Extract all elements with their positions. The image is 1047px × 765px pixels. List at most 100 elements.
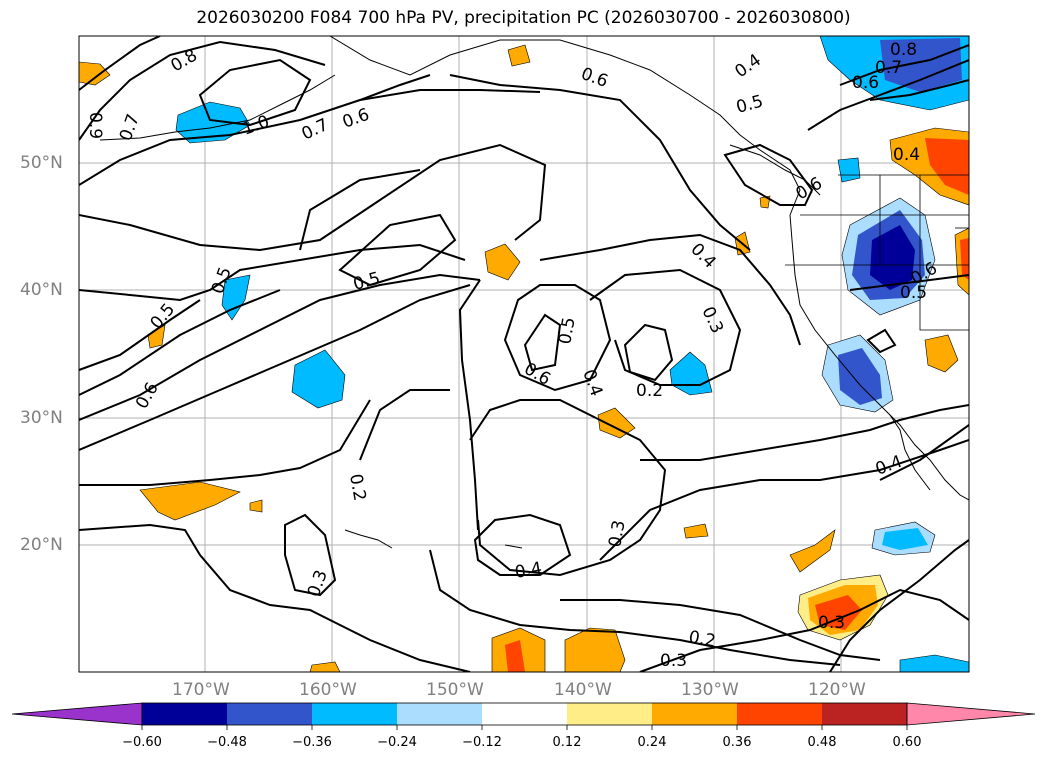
colorbar-tick-label: 0.60	[892, 735, 922, 750]
colorbar-swatch	[822, 703, 907, 725]
pos-anomaly-small-3	[484, 243, 521, 281]
neg-anomaly-small-3	[837, 157, 861, 183]
contour-nw-3	[79, 74, 431, 186]
neg-anomaly-california-core	[838, 348, 882, 405]
contour-ne-2	[839, 44, 969, 86]
contour-label: 0.2	[345, 472, 369, 502]
colorbar-swatch	[312, 703, 397, 725]
contour-label: 0.4	[893, 145, 920, 165]
colorbar-swatch	[227, 703, 312, 725]
coast-small-1	[504, 544, 523, 549]
contour-nw-ring	[198, 58, 312, 127]
lat-label-20n: 20°N	[20, 535, 63, 555]
colorbar-swatch	[652, 703, 737, 725]
colorbar-swatch	[397, 703, 482, 725]
contour-label: 0.8	[890, 40, 917, 60]
contour-02	[623, 323, 674, 382]
contour-03-ring	[284, 513, 337, 597]
coast-islands	[344, 529, 393, 549]
lat-label-30n: 30°N	[20, 408, 63, 428]
political-borders	[785, 174, 969, 331]
pos-anomaly-small-4	[507, 44, 531, 67]
coast-baja	[889, 414, 931, 491]
contour-ne-1	[807, 59, 969, 131]
contour-label: 0.3	[605, 519, 629, 549]
contour-bottom-02	[359, 389, 450, 461]
contour-03-southeast	[639, 588, 969, 672]
lon-label-150w: 150°W	[426, 680, 484, 700]
contour-04-a	[539, 233, 801, 346]
lon-label-170w: 170°W	[172, 680, 230, 700]
lon-label-160w: 160°W	[299, 680, 357, 700]
contour-06-a	[79, 299, 201, 371]
pos-anomaly-small-7	[683, 523, 709, 539]
contour-06-c	[79, 273, 481, 421]
contour-ne-3	[869, 79, 969, 101]
contour-label: 0.6	[852, 73, 879, 93]
colorbar-swatch	[142, 703, 227, 725]
contour-label: 0.3	[660, 651, 687, 671]
coast-na-west	[789, 214, 969, 501]
contour-label: 0.7	[875, 58, 902, 78]
neg-anomaly-oregon-core	[870, 225, 915, 290]
lat-label-40n: 40°N	[20, 280, 63, 300]
pos-anomaly-south-2-core	[505, 640, 525, 672]
contour-06-d	[79, 284, 471, 451]
neg-anomaly-small-1	[221, 274, 251, 321]
colorbar-tick-label: −0.12	[462, 735, 502, 750]
contour-bottom-big	[79, 399, 371, 486]
colorbar-tick-label: −0.48	[207, 735, 247, 750]
coast-aleutians	[99, 74, 336, 141]
lon-label-120w: 120°W	[808, 680, 866, 700]
contour-label: 0.2	[636, 381, 663, 401]
contour-ne-ring	[723, 143, 814, 206]
colorbar-swatch	[567, 703, 652, 725]
contour-center	[458, 279, 481, 531]
lon-label-130w: 130°W	[681, 680, 739, 700]
contour-04-se	[879, 424, 969, 481]
contour-05-east	[849, 274, 969, 291]
colorbar-tick-label: −0.36	[292, 735, 332, 750]
lon-label-140w: 140°W	[554, 680, 612, 700]
pv-contours	[79, 36, 969, 672]
pos-anomaly-hawaii-west	[139, 481, 241, 521]
contour-04-ring	[473, 513, 572, 576]
neg-anomaly-sw-corner	[899, 654, 969, 672]
contour-03-bottom	[79, 523, 471, 672]
map-title: 2026030200 F084 700 hPa PV, precipitatio…	[196, 8, 851, 28]
pos-anomaly-sw-us	[924, 334, 959, 373]
contour-right-ring	[866, 328, 897, 354]
neg-anomaly-baja-south-core	[882, 528, 928, 550]
pos-anomaly-mexico-coast-core	[815, 595, 862, 630]
contour-nw-1	[79, 36, 161, 91]
colorbar-min-arrow	[11, 702, 143, 726]
colorbar-tick-label: −0.24	[377, 735, 417, 750]
colorbar-tick-label: 0.48	[807, 735, 837, 750]
contour-label: 0.3	[818, 613, 845, 633]
colorbar-tick-label: 0.36	[722, 735, 752, 750]
neg-anomaly-ne-core	[880, 38, 962, 92]
contour-label: 0.4	[513, 559, 543, 583]
contour-06-b	[79, 289, 281, 396]
coastlines	[99, 36, 969, 549]
contour-05-inner	[338, 213, 457, 287]
contour-mid-s	[469, 399, 667, 577]
contour-se-edge	[829, 539, 969, 672]
colorbar-swatch	[482, 703, 567, 725]
colorbar-tick-label: 0.24	[637, 735, 667, 750]
contour-04-east	[640, 404, 969, 461]
contour-label: 0.2	[687, 627, 717, 651]
colorbar	[11, 702, 1036, 730]
colorbar-tick-label: −0.60	[122, 735, 162, 750]
contour-center-ring	[503, 284, 612, 392]
contour-05-a	[79, 243, 466, 302]
contour-label: 0.9	[85, 112, 105, 139]
colorbar-tick-label: 0.12	[552, 735, 582, 750]
contour-03-mid	[429, 549, 841, 666]
pos-anomaly-east-edge-core	[960, 238, 969, 280]
colorbar-max-arrow	[906, 702, 1036, 726]
contour-upper-right	[299, 169, 421, 251]
pos-anomaly-ne-core	[925, 138, 969, 195]
pos-anomaly-small-8	[309, 661, 341, 672]
